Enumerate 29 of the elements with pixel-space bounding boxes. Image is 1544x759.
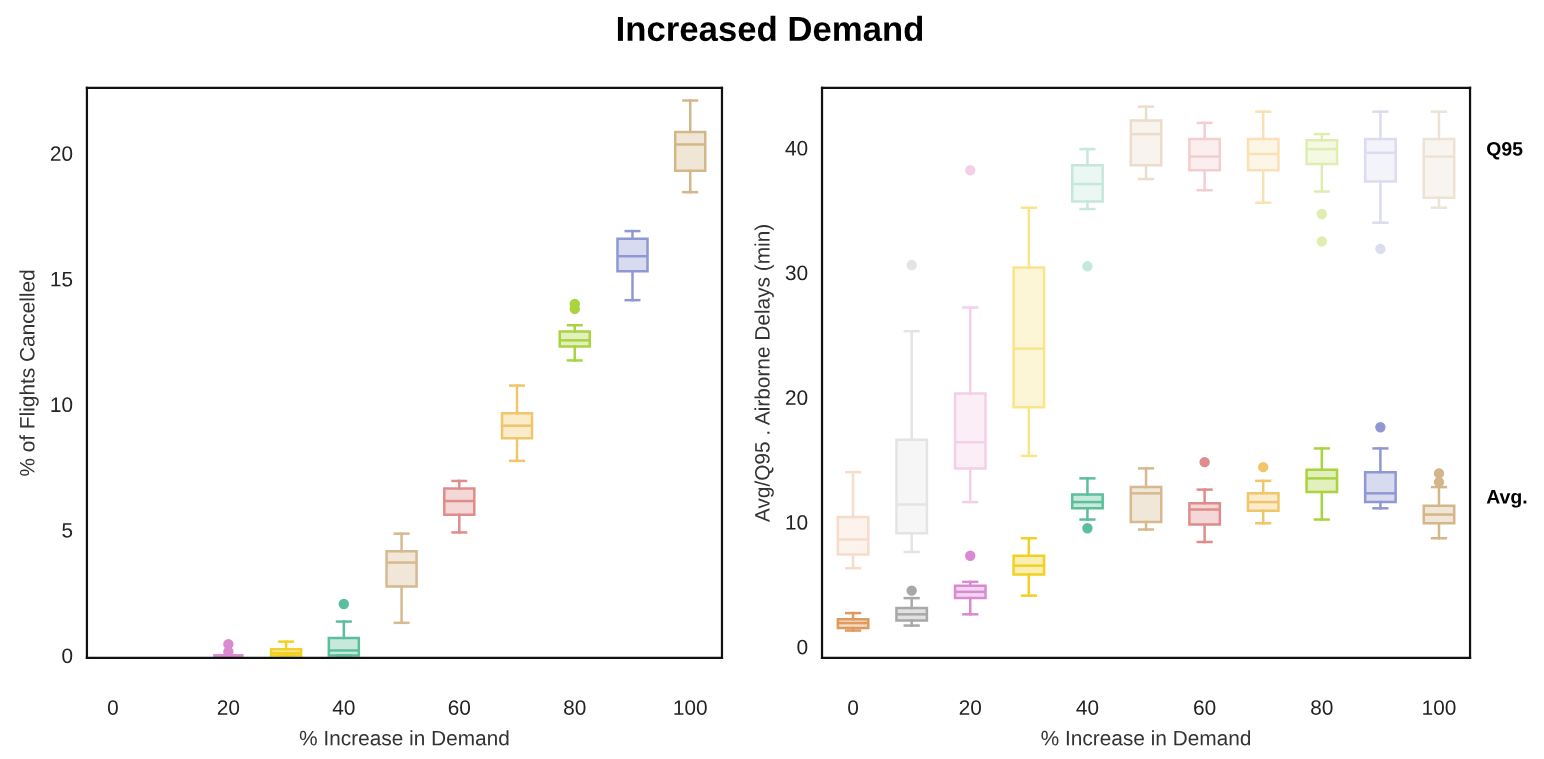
x-tick-label: 0: [107, 700, 118, 715]
x-tick-label: 80: [564, 700, 586, 715]
x-tick-label: 100: [1423, 700, 1456, 715]
y-tick-label: 40: [785, 140, 808, 156]
x-tick-label: 60: [1194, 700, 1216, 715]
y-tick-label: 20: [50, 146, 73, 162]
x-axis-title: % Increase in Demand: [1041, 730, 1251, 746]
x-tick-label: 100: [674, 700, 707, 715]
chart-title: Increased Demand: [617, 15, 923, 42]
x-tick-label: 40: [1076, 700, 1099, 715]
series-label: Avg.: [1486, 490, 1527, 508]
x-tick-label: 0: [848, 700, 859, 715]
x-tick-label: 60: [448, 700, 471, 715]
x-axis-title: % Increase in Demand: [299, 730, 509, 746]
y-tick-label: 15: [51, 272, 73, 287]
x-tick-label: 20: [959, 700, 982, 715]
y-tick-label: 30: [785, 265, 808, 281]
y-axis-title: Avg/Q95 . Airborne Delays (min): [754, 225, 774, 523]
y-tick-label: 0: [62, 648, 73, 664]
y-axis-title: % of Flights Cancelled: [19, 270, 39, 476]
x-tick-label: 20: [217, 700, 240, 715]
y-tick-label: 0: [797, 639, 808, 655]
y-tick-label: 20: [786, 390, 808, 406]
x-tick-label: 80: [1311, 700, 1333, 715]
y-tick-label: 10: [51, 397, 73, 413]
x-tick-label: 40: [332, 700, 355, 715]
series-label: Q95: [1487, 141, 1523, 160]
y-tick-label: 5: [62, 523, 73, 538]
y-tick-label: 10: [786, 515, 808, 530]
